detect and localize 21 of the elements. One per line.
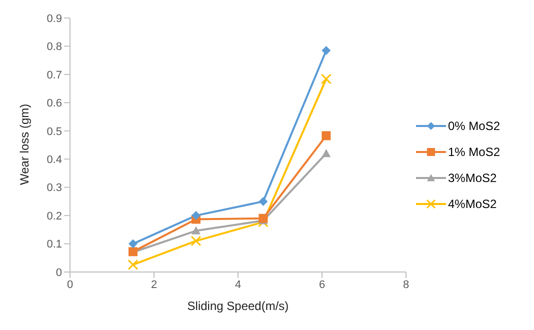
y-tick-label: 0.6	[46, 98, 62, 110]
legend-label: 0% MoS2	[448, 119, 500, 133]
legend-label: 4%MoS2	[448, 197, 497, 211]
y-tick-label: 0	[56, 266, 62, 279]
y-tick-label: 0.2	[46, 210, 62, 222]
y-tick-label: 0.4	[46, 154, 62, 166]
legend-label: 3%MoS2	[448, 171, 497, 185]
y-tick-label: 0.1	[46, 238, 62, 251]
y-tick-label: 0.3	[46, 182, 62, 194]
y-tick-label: 0.7	[46, 69, 62, 82]
legend-label: 1% MoS2	[448, 145, 500, 159]
x-tick-label: 4	[234, 278, 242, 291]
x-tick-label: 8	[402, 278, 410, 291]
x-tick-label: 2	[150, 278, 158, 291]
x-tick-label: 6	[318, 278, 326, 291]
x-axis-title: Sliding Speed(m/s)	[187, 299, 289, 313]
y-tick-label: 0.8	[46, 41, 62, 54]
y-tick-label: 0.5	[46, 126, 62, 138]
x-tick-label: 0	[66, 278, 74, 291]
y-tick-label: 0.9	[46, 12, 62, 25]
y-axis-title: Wear loss (gm)	[17, 104, 32, 185]
